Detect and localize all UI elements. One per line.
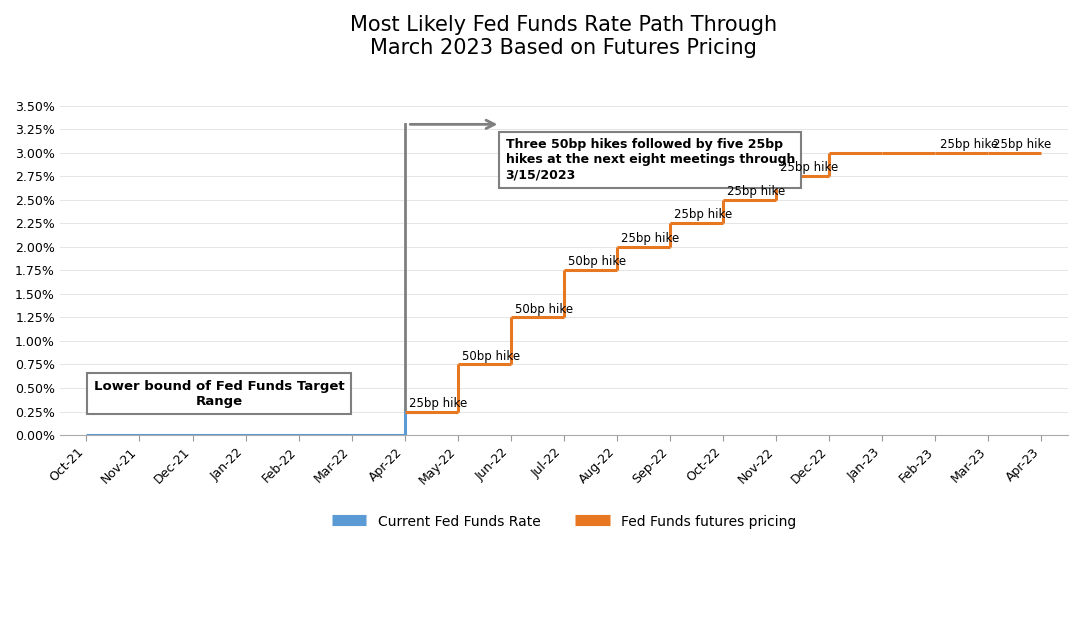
Text: 25bp hike: 25bp hike [409, 397, 467, 410]
Text: Lower bound of Fed Funds Target
Range: Lower bound of Fed Funds Target Range [94, 380, 344, 408]
Text: 50bp hike: 50bp hike [569, 256, 626, 268]
Text: 25bp hike: 25bp hike [622, 232, 679, 245]
Text: 50bp hike: 50bp hike [516, 302, 573, 316]
Legend: Current Fed Funds Rate, Fed Funds futures pricing: Current Fed Funds Rate, Fed Funds future… [326, 509, 801, 534]
Text: 50bp hike: 50bp hike [462, 349, 520, 363]
Text: 25bp hike: 25bp hike [781, 161, 838, 174]
Text: 25bp hike: 25bp hike [993, 138, 1051, 151]
Text: 25bp hike: 25bp hike [728, 184, 785, 198]
Text: Three 50bp hikes followed by five 25bp
hikes at the next eight meetings through
: Three 50bp hikes followed by five 25bp h… [506, 138, 795, 181]
Title: Most Likely Fed Funds Rate Path Through
March 2023 Based on Futures Pricing: Most Likely Fed Funds Rate Path Through … [351, 15, 778, 58]
Text: 25bp hike: 25bp hike [940, 138, 997, 151]
Text: 25bp hike: 25bp hike [675, 209, 732, 221]
